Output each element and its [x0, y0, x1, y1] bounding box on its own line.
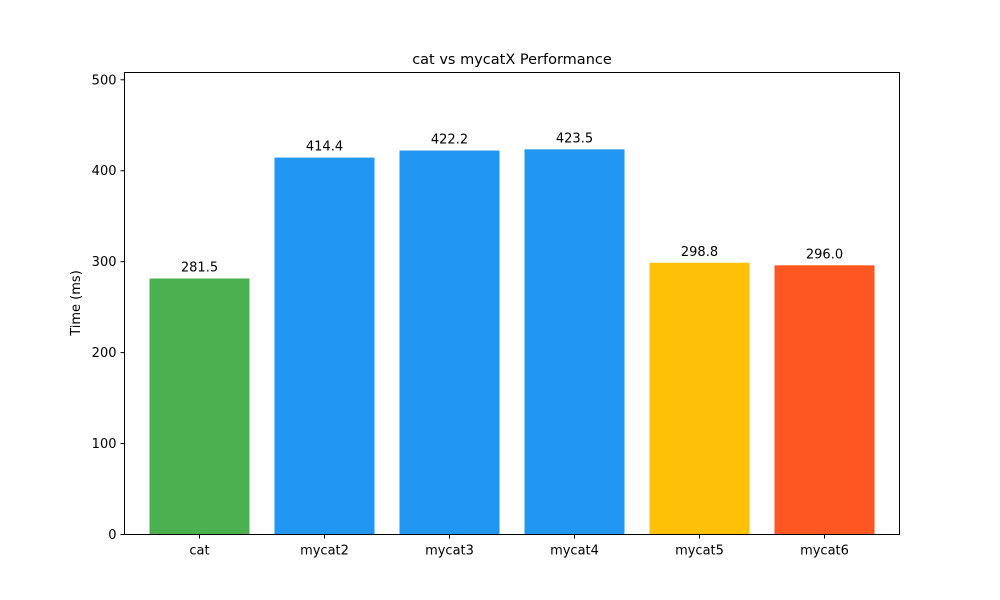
data-label-mycat4: 423.5 [556, 131, 593, 146]
bars-group: 281.5 414.4 422.2 423.5 298.8 296.0 [149, 131, 875, 535]
y-axis: 0 100 200 300 400 500 [92, 73, 125, 543]
y-tick-label: 0 [108, 528, 116, 543]
x-tick-label-mycat5: mycat5 [675, 544, 724, 559]
x-tick-label-mycat4: mycat4 [550, 544, 599, 559]
plot-frame [124, 72, 900, 535]
x-tick-label-mycat3: mycat3 [425, 544, 474, 559]
bar-mycat3 [399, 150, 500, 535]
bar-cat [149, 278, 250, 535]
y-tick-label: 300 [92, 255, 117, 270]
y-tick-label: 200 [92, 346, 117, 361]
y-tick-label: 500 [92, 73, 117, 88]
data-label-mycat5: 298.8 [681, 245, 718, 260]
x-tick-label-cat: cat [189, 544, 209, 559]
chart-title: cat vs mycatX Performance [412, 52, 612, 68]
bar-mycat2 [274, 157, 375, 535]
bar-mycat6 [774, 265, 875, 535]
y-tick-label: 100 [92, 437, 117, 452]
data-label-mycat2: 414.4 [306, 140, 343, 155]
y-tick-label: 400 [92, 164, 117, 179]
data-label-cat: 281.5 [181, 260, 218, 275]
y-axis-label: Time (ms) [69, 270, 84, 337]
x-axis: cat mycat2 mycat3 mycat4 mycat5 mycat6 [189, 534, 849, 559]
x-tick-label-mycat6: mycat6 [800, 544, 849, 559]
x-tick-label-mycat2: mycat2 [300, 544, 349, 559]
bar-mycat5 [649, 262, 750, 535]
data-label-mycat3: 422.2 [431, 133, 468, 148]
data-label-mycat6: 296.0 [806, 247, 843, 262]
bar-mycat4 [524, 149, 625, 535]
